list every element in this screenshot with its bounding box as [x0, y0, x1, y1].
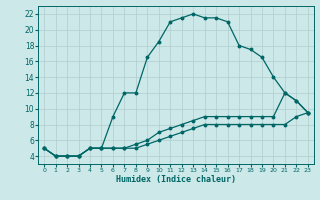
- X-axis label: Humidex (Indice chaleur): Humidex (Indice chaleur): [116, 175, 236, 184]
